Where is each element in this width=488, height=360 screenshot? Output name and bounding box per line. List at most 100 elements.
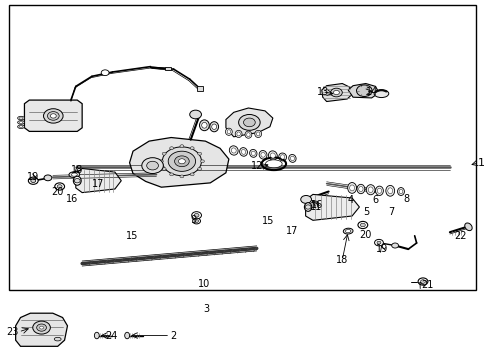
Ellipse shape: [225, 128, 232, 135]
Ellipse shape: [249, 149, 257, 157]
Text: 20: 20: [51, 186, 64, 197]
Ellipse shape: [226, 130, 230, 134]
Polygon shape: [129, 138, 228, 187]
Ellipse shape: [356, 184, 364, 194]
Ellipse shape: [278, 153, 286, 161]
Ellipse shape: [235, 130, 242, 138]
Circle shape: [200, 160, 204, 163]
Ellipse shape: [343, 228, 352, 234]
Ellipse shape: [270, 153, 275, 158]
Polygon shape: [76, 168, 121, 193]
Ellipse shape: [18, 121, 24, 124]
Ellipse shape: [259, 150, 266, 159]
Ellipse shape: [244, 131, 251, 138]
Ellipse shape: [290, 156, 294, 161]
Circle shape: [190, 147, 194, 150]
Circle shape: [194, 220, 198, 222]
Text: 18: 18: [335, 255, 348, 265]
Ellipse shape: [377, 188, 381, 193]
Circle shape: [162, 167, 166, 170]
Circle shape: [40, 326, 43, 329]
Ellipse shape: [288, 154, 296, 162]
Circle shape: [31, 179, 36, 183]
Text: 16: 16: [66, 194, 79, 204]
Ellipse shape: [69, 172, 80, 177]
Ellipse shape: [71, 173, 77, 176]
Polygon shape: [225, 108, 272, 137]
Circle shape: [238, 114, 260, 130]
Ellipse shape: [261, 152, 264, 157]
Ellipse shape: [54, 337, 61, 341]
Circle shape: [101, 70, 109, 76]
Ellipse shape: [398, 189, 402, 194]
Circle shape: [44, 175, 52, 181]
Ellipse shape: [236, 132, 240, 136]
Ellipse shape: [209, 122, 218, 132]
Ellipse shape: [241, 149, 245, 154]
Circle shape: [376, 241, 380, 244]
Circle shape: [20, 117, 22, 119]
Ellipse shape: [229, 146, 238, 155]
Text: 6: 6: [372, 195, 378, 205]
Text: 21: 21: [421, 280, 433, 290]
Circle shape: [28, 177, 38, 184]
Ellipse shape: [280, 155, 284, 159]
Circle shape: [360, 223, 365, 227]
Text: 15: 15: [261, 216, 274, 226]
Polygon shape: [321, 84, 351, 102]
Circle shape: [159, 160, 163, 163]
Text: 3: 3: [203, 304, 209, 314]
Circle shape: [374, 239, 383, 246]
Text: 14: 14: [365, 87, 377, 97]
Ellipse shape: [464, 223, 471, 231]
Ellipse shape: [18, 125, 24, 129]
Circle shape: [191, 212, 201, 219]
Circle shape: [420, 280, 425, 283]
Polygon shape: [24, 100, 82, 131]
Circle shape: [180, 145, 183, 148]
Circle shape: [20, 126, 22, 128]
Polygon shape: [16, 313, 67, 346]
Ellipse shape: [349, 185, 354, 191]
Ellipse shape: [347, 183, 356, 193]
Circle shape: [300, 195, 311, 203]
Ellipse shape: [231, 148, 236, 153]
Text: 10: 10: [198, 279, 210, 289]
Ellipse shape: [366, 185, 374, 195]
Text: 11: 11: [309, 202, 321, 212]
Text: 1: 1: [477, 158, 484, 168]
Text: 24: 24: [105, 330, 118, 341]
Ellipse shape: [239, 148, 247, 156]
Ellipse shape: [124, 332, 129, 339]
Text: 18: 18: [71, 165, 83, 175]
Circle shape: [33, 321, 50, 334]
Text: 8: 8: [403, 194, 409, 204]
Ellipse shape: [367, 187, 372, 193]
Text: 20: 20: [359, 230, 371, 240]
Text: 17: 17: [91, 179, 104, 189]
Circle shape: [190, 173, 194, 176]
Ellipse shape: [246, 132, 249, 137]
Circle shape: [333, 90, 339, 95]
Text: 12: 12: [250, 161, 263, 171]
Text: 15: 15: [125, 231, 138, 241]
Text: 16: 16: [310, 200, 323, 210]
Circle shape: [50, 114, 56, 118]
Ellipse shape: [265, 160, 282, 168]
Circle shape: [169, 173, 173, 176]
Circle shape: [169, 147, 173, 150]
Bar: [9, 5, 475, 290]
Bar: [165, 67, 171, 70]
Circle shape: [162, 147, 201, 176]
Circle shape: [178, 159, 185, 164]
Circle shape: [55, 183, 64, 190]
Ellipse shape: [387, 188, 392, 194]
Circle shape: [194, 213, 199, 217]
Circle shape: [20, 121, 22, 123]
Text: 13: 13: [316, 87, 328, 97]
Polygon shape: [305, 194, 359, 220]
Ellipse shape: [256, 132, 260, 136]
Text: 19: 19: [27, 172, 40, 182]
Text: 9: 9: [190, 215, 196, 225]
Polygon shape: [347, 84, 378, 98]
